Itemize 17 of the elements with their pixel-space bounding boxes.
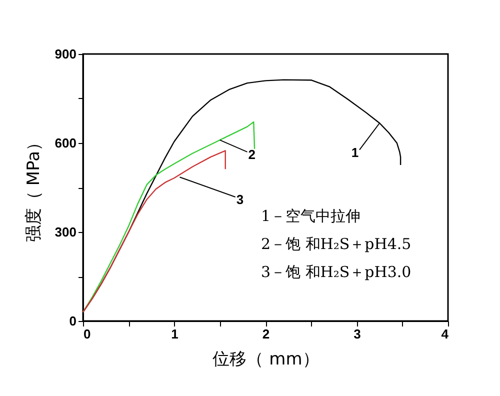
x-axis-title: 位移（ mm） [212,350,320,370]
annotation: 1－空气中拉伸 [261,207,361,225]
annotation: 3 [236,192,244,207]
y-tick-label: 600 [54,136,76,150]
y-tick-label: 0 [69,314,76,328]
x-tick-label: 2 [262,326,270,342]
annotation: 2－饱 和H₂S＋pH4.5 [261,235,412,253]
x-tick-label: 0 [84,326,91,342]
y-tick-label: 900 [54,46,76,62]
annotation: 3－饱 和H₂S＋pH3.0 [261,263,412,281]
annotation: 2 [248,146,256,162]
annotation: 1 [351,144,359,160]
x-tick-label: 1 [171,326,178,342]
y-tick-label: 300 [54,224,76,240]
x-tick-label: 3 [354,326,361,342]
x-tick-label: 4 [441,326,450,342]
y-axis-title: 强度（ MPa） [24,134,44,242]
